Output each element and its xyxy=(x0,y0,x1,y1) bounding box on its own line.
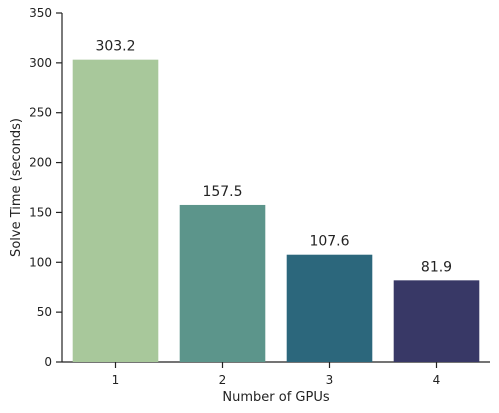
y-tick-label: 0 xyxy=(44,355,52,369)
y-axis-label: Solve Time (seconds) xyxy=(9,118,24,257)
x-tick-label: 4 xyxy=(433,373,441,387)
y-tick-label: 350 xyxy=(29,6,52,20)
x-tick-label: 2 xyxy=(219,373,227,387)
y-tick-label: 100 xyxy=(29,255,52,269)
y-tick-label: 300 xyxy=(29,56,52,70)
x-tick-label: 3 xyxy=(326,373,334,387)
bars xyxy=(72,59,480,362)
y-tick-label: 200 xyxy=(29,156,52,170)
x-axis-label: Number of GPUs xyxy=(222,390,329,405)
data-labels: 303.2 157.5 107.6 81.9 xyxy=(95,39,452,276)
bar xyxy=(72,59,159,362)
x-tick-label: 1 xyxy=(112,373,120,387)
bar xyxy=(179,204,266,362)
bar xyxy=(286,254,373,362)
y-tick-label: 250 xyxy=(29,106,52,120)
bar-value-label: 303.2 xyxy=(95,39,135,55)
bar-value-label: 81.9 xyxy=(421,259,452,275)
x-axis: 1 2 3 4 xyxy=(62,361,490,387)
y-axis: 0 50 100 150 200 250 300 350 xyxy=(29,6,63,369)
bar-value-label: 157.5 xyxy=(202,184,242,200)
y-tick-label: 150 xyxy=(29,205,52,219)
y-tick-label: 50 xyxy=(37,305,52,319)
bar xyxy=(393,280,480,362)
bar-value-label: 107.6 xyxy=(309,234,349,250)
